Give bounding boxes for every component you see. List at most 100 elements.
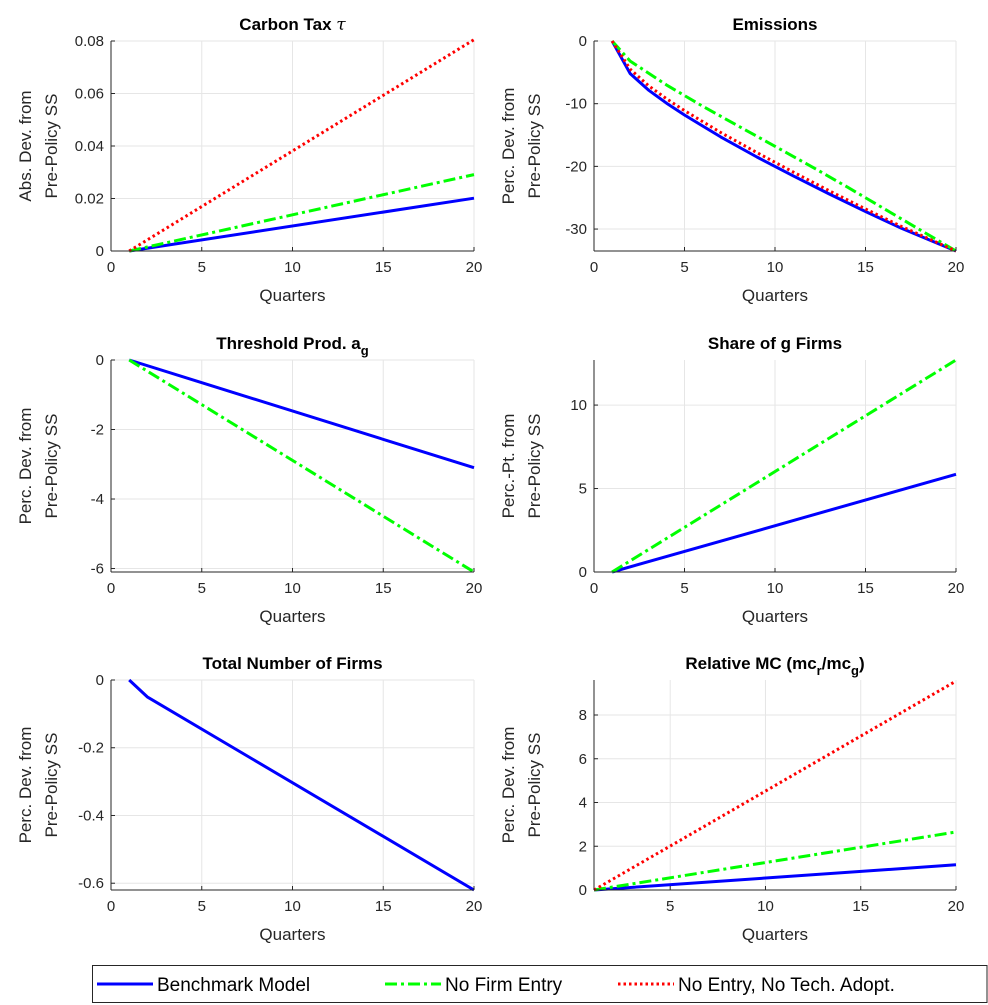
chart-title: Total Number of Firms: [202, 654, 382, 673]
y-axis-label-line-2: Pre-Policy SS: [525, 94, 544, 199]
x-tick-label: 20: [466, 580, 483, 597]
x-tick-label: 5: [198, 580, 206, 597]
x-axis-label: Quarters: [259, 607, 325, 626]
chart-title: Carbon Tax τ: [239, 15, 346, 35]
y-axis-label: Perc. Dev. from Pre-Policy SS: [499, 727, 544, 844]
legend-box: [92, 965, 988, 1003]
x-tick-label: 10: [284, 898, 301, 915]
series-line-no-firm-entry: [610, 39, 957, 253]
chart-title: Threshold Prod. ag: [216, 334, 369, 358]
x-tick-label: 0: [590, 580, 598, 597]
series-line-no-firm-entry: [611, 358, 957, 574]
chart-title-part: τ: [336, 15, 346, 35]
x-tick-label: 5: [680, 259, 688, 276]
y-tick-label: -0.4: [78, 807, 104, 824]
y-tick-label: 4: [579, 795, 587, 812]
x-tick-label: 5: [666, 898, 674, 915]
y-tick-label: -4: [91, 491, 104, 508]
y-tick-label: 0.08: [75, 33, 104, 50]
y-tick-label: 0: [579, 882, 587, 899]
chart-title-part: g: [361, 343, 369, 358]
x-tick-label: 10: [757, 898, 774, 915]
x-tick-label: 15: [852, 898, 869, 915]
chart-title: Emissions: [732, 15, 817, 34]
series-line-benchmark-model: [128, 358, 475, 470]
chart-panel-6: 5 10 15 20 0 2 4 6 8 Quarters Perc. Dev. from Pre-P…: [499, 654, 964, 944]
y-tick-label: -20: [565, 158, 587, 175]
x-tick-label: 0: [107, 580, 115, 597]
chart-title-part: Share of g Firms: [708, 334, 842, 353]
x-tick-label: 10: [767, 259, 784, 276]
y-tick-label: 0.06: [75, 86, 104, 103]
y-tick-label: 0: [579, 33, 587, 50]
series-line-benchmark-model: [128, 678, 475, 892]
chart-panel-5: 0 5 10 15 20 -0.6 -0.4 -0.2 0 Quarters Perc. Dev. …: [16, 654, 482, 944]
y-axis-label-line-2: Pre-Policy SS: [42, 414, 61, 519]
y-tick-label: 0: [96, 352, 104, 369]
x-tick-label: 0: [107, 259, 115, 276]
x-tick-label: 15: [857, 580, 874, 597]
x-tick-label: 5: [198, 898, 206, 915]
y-tick-label: 0.04: [75, 138, 104, 155]
y-tick-label: 0.02: [75, 191, 104, 208]
y-axis-label-line-2: Pre-Policy SS: [525, 414, 544, 519]
series-line-no-firm-entry: [593, 830, 957, 892]
chart-title-part: g: [851, 663, 859, 678]
chart-title: Relative MC (mcr/mcg): [685, 654, 864, 678]
x-tick-label: 5: [680, 580, 688, 597]
legend-label: No Firm Entry: [445, 975, 563, 996]
chart-title-part: /mc: [822, 654, 851, 673]
series-line-no-entry-no-tech-adopt: [610, 40, 957, 253]
y-tick-label: 6: [579, 751, 587, 768]
x-axis-label: Quarters: [742, 607, 808, 626]
x-axis-label: Quarters: [742, 286, 808, 305]
series-line-benchmark-model: [611, 472, 957, 574]
series-line-no-entry-no-tech-adopt: [128, 38, 475, 253]
y-tick-label: 0: [96, 243, 104, 260]
chart-title-part: Total Number of Firms: [202, 654, 382, 673]
series-line-no-entry-no-tech-adopt: [593, 679, 957, 892]
x-tick-label: 20: [466, 259, 483, 276]
y-tick-label: 2: [579, 838, 587, 855]
y-axis-label-line-1: Perc. Dev. from: [499, 727, 518, 844]
y-tick-label: 8: [579, 707, 587, 724]
series-line-no-firm-entry: [128, 173, 475, 253]
x-axis-label: Quarters: [742, 925, 808, 944]
x-tick-label: 15: [375, 580, 392, 597]
chart-title-part: ): [859, 654, 865, 673]
y-axis-label-line-1: Perc.-Pt. from: [499, 414, 518, 519]
chart-panel-2: 0 5 10 15 20 -30 -20 -10 0 Quarters Perc. Dev. fro…: [499, 15, 964, 305]
y-axis-label: Abs. Dev. from Pre-Policy SS: [16, 90, 61, 201]
chart-title-part: r: [817, 663, 822, 678]
y-tick-label: 5: [579, 481, 587, 498]
y-tick-label: 10: [570, 397, 587, 414]
x-tick-label: 20: [948, 580, 965, 597]
y-tick-label: -0.2: [78, 740, 104, 757]
x-tick-label: 20: [948, 898, 965, 915]
y-axis-label-line-1: Perc. Dev. from: [16, 408, 35, 525]
series-line-no-firm-entry: [128, 358, 475, 574]
chart-title-part: Carbon Tax: [239, 15, 332, 34]
x-tick-label: 20: [948, 259, 965, 276]
y-axis-label-line-2: Pre-Policy SS: [525, 733, 544, 838]
legend-label: Benchmark Model: [157, 975, 310, 996]
series-line-benchmark-model: [593, 863, 957, 892]
y-axis-label: Perc. Dev. from Pre-Policy SS: [499, 88, 544, 205]
chart-title: Share of g Firms: [708, 334, 842, 353]
x-tick-label: 15: [375, 898, 392, 915]
y-axis-label: Perc. Dev. from Pre-Policy SS: [16, 408, 61, 525]
x-axis-label: Quarters: [259, 286, 325, 305]
y-tick-label: 0: [579, 564, 587, 581]
legend: Benchmark Model No Firm Entry No Entry, No…: [92, 965, 988, 1003]
x-tick-label: 5: [198, 259, 206, 276]
series-line-benchmark-model: [610, 40, 957, 253]
x-tick-label: 10: [767, 580, 784, 597]
x-tick-label: 0: [590, 259, 598, 276]
y-tick-label: -6: [91, 561, 104, 578]
x-axis-label: Quarters: [259, 925, 325, 944]
y-axis-label: Perc.-Pt. from Pre-Policy SS: [499, 414, 544, 519]
y-tick-label: -2: [91, 422, 104, 439]
y-axis-label-line-1: Perc. Dev. from: [16, 727, 35, 844]
y-axis-label: Perc. Dev. from Pre-Policy SS: [16, 727, 61, 844]
